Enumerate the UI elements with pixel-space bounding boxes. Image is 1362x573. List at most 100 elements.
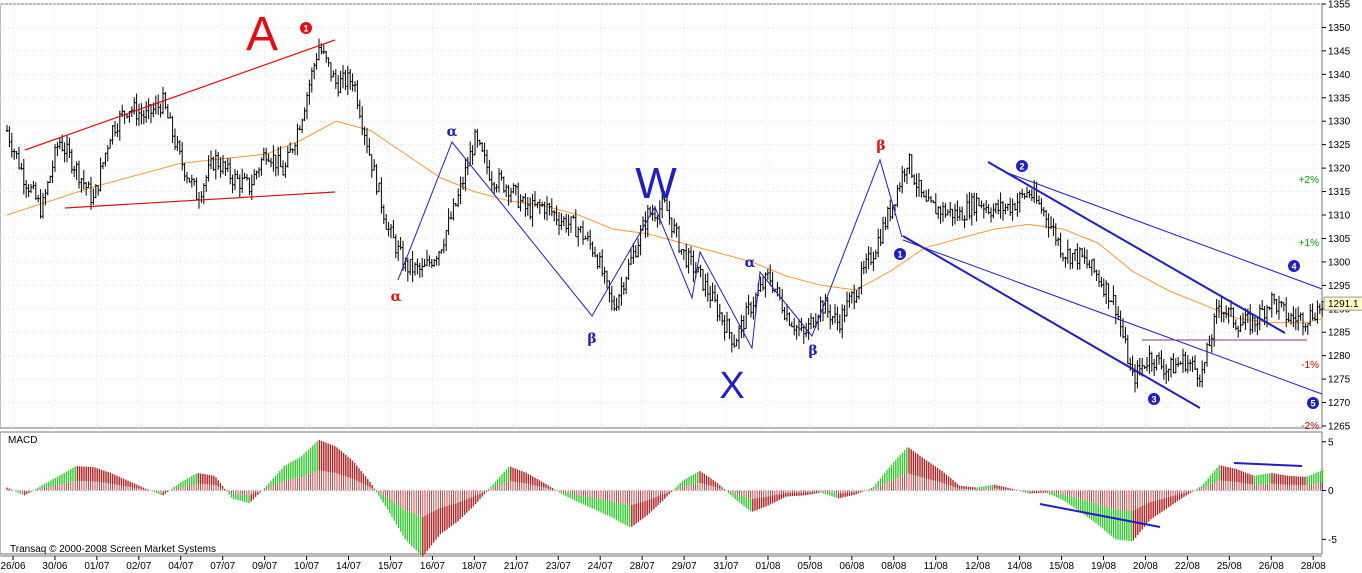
- price-tick-label: 1310: [1328, 211, 1351, 222]
- price-tick-label: 1325: [1328, 140, 1351, 151]
- date-tick-label: 16/07: [420, 561, 445, 572]
- price-tick-label: 1350: [1328, 23, 1351, 34]
- date-tick-label: 23/07: [546, 561, 571, 572]
- date-tick-label: 08/08: [881, 561, 906, 572]
- date-x-axis: 26/06 30/06 01/07 02/07 04/07 07/07 09/07 10/07…: [0, 555, 1326, 572]
- copyright-text: Transaq © 2000-2008 Screen Market System…: [10, 544, 216, 555]
- price-tick-label: 1275: [1328, 375, 1351, 386]
- price-tick-label: 1320: [1328, 164, 1351, 175]
- macd-y-axis: 5 0 -5: [1322, 437, 1337, 546]
- percent-level-label: +2%: [1299, 175, 1319, 186]
- wave-big-letter: X: [719, 365, 744, 407]
- date-tick-label: 01/08: [755, 561, 780, 572]
- date-tick-label: 15/08: [1049, 561, 1074, 572]
- macd-divergence-lines: [1039, 462, 1303, 528]
- trend-lines-layer: [24, 39, 1323, 409]
- wave-big-letter: W: [635, 159, 677, 208]
- date-tick-label: 09/07: [252, 561, 277, 572]
- price-tick-label: 1315: [1328, 187, 1351, 198]
- date-tick-label: 10/07: [294, 561, 319, 572]
- wave-count-circle: [1307, 397, 1319, 409]
- lower-trend-line: [64, 191, 336, 209]
- price-tick-label: 1305: [1328, 234, 1351, 245]
- date-tick-label: 28/08: [1301, 561, 1326, 572]
- date-tick-label: 11/08: [924, 561, 949, 572]
- wave-annotations: A W Xα α β α β β 1 1 2 3 4 5: [246, 8, 1319, 409]
- moving-average-line: [6, 120, 1324, 324]
- price-tick-label: 1335: [1328, 93, 1351, 104]
- date-tick-label: 04/07: [168, 561, 193, 572]
- wave-greek-letter: α: [745, 255, 756, 271]
- price-grid: [0, 3, 1322, 554]
- date-tick-label: 14/08: [1007, 561, 1032, 572]
- date-tick-label: 29/07: [672, 561, 697, 572]
- price-tick-label: 1340: [1328, 70, 1351, 81]
- macd-tick-label: 0: [1328, 486, 1334, 497]
- date-tick-label: 02/07: [126, 561, 151, 572]
- price-tick-label: 1285: [1328, 328, 1351, 339]
- channel-lower-bold: [902, 235, 1201, 409]
- date-tick-label: 15/07: [378, 561, 403, 572]
- last-price-label: 1291.1: [1328, 299, 1359, 310]
- price-bars-layer: [5, 38, 1324, 393]
- date-tick-label: 21/07: [504, 561, 529, 572]
- wave-count-circle: [1288, 260, 1300, 272]
- channel-upper-thin: [1004, 171, 1323, 290]
- price-tick-label: 1265: [1328, 422, 1351, 433]
- last-price-tag: 1291.1: [1323, 296, 1362, 311]
- wave-greek-letter: α: [391, 289, 402, 305]
- wave-count-number: 1: [303, 24, 308, 34]
- percent-level-label: -2%: [1301, 421, 1319, 432]
- date-tick-label: 20/08: [1133, 561, 1158, 572]
- macd-title: MACD: [8, 435, 37, 446]
- date-tick-label: 28/07: [630, 561, 655, 572]
- wave-count-circle: [1016, 160, 1028, 172]
- date-tick-label: 07/07: [210, 561, 235, 572]
- wave-count-number: 2: [1019, 162, 1024, 172]
- date-tick-label: 31/07: [714, 561, 739, 572]
- channel-upper-bold: [987, 161, 1286, 334]
- date-tick-label: 18/07: [462, 561, 487, 572]
- channel-lower-thin: [902, 239, 1323, 395]
- wave-count-circle: [1148, 393, 1160, 405]
- wave-greek-letter: β: [587, 331, 596, 347]
- price-tick-label: 1270: [1328, 398, 1351, 409]
- wave-count-circle: [300, 22, 312, 34]
- percent-level-label: -1%: [1301, 360, 1319, 371]
- wave-greek-letter: β: [808, 343, 817, 359]
- date-tick-label: 22/08: [1175, 561, 1200, 572]
- upper-trend-line: [24, 39, 336, 151]
- macd-histogram: [6, 440, 1324, 557]
- date-tick-label: 26/06: [0, 561, 25, 572]
- price-tick-label: 1280: [1328, 351, 1351, 362]
- date-tick-label: 24/07: [588, 561, 613, 572]
- wave-path: [397, 141, 903, 350]
- price-y-axis: 1355 1350 1345 1340 1335 1330 1325 1320 1315 1310…: [1322, 0, 1351, 433]
- price-tick-label: 1330: [1328, 117, 1351, 128]
- date-tick-label: 30/06: [42, 561, 67, 572]
- date-tick-label: 06/08: [839, 561, 864, 572]
- date-tick-label: 19/08: [1091, 561, 1116, 572]
- date-tick-label: 26/08: [1259, 561, 1284, 572]
- date-tick-label: 25/08: [1217, 561, 1242, 572]
- price-tick-label: 1300: [1328, 257, 1351, 268]
- wave-count-circle: [894, 248, 906, 260]
- wave-count-number: 4: [1291, 262, 1296, 272]
- date-tick-label: 12/08: [965, 561, 990, 572]
- macd-tick-label: -5: [1328, 535, 1337, 546]
- percent-levels: +2% +1% -1% -2%: [1299, 175, 1324, 432]
- date-tick-label: 01/07: [84, 561, 109, 572]
- price-tick-label: 1345: [1328, 46, 1351, 57]
- wave-greek-letter: β: [876, 138, 885, 154]
- wave-count-number: 3: [1151, 395, 1156, 405]
- date-tick-label: 14/07: [336, 561, 361, 572]
- macd-panel: MACD 5 0 -5 Transaq © 2000-2008 Screen Mar…: [0, 431, 1337, 557]
- price-tick-label: 1295: [1328, 281, 1351, 292]
- macd-plot-area: [0, 431, 1323, 555]
- price-tick-label: 1355: [1328, 0, 1351, 11]
- last-price-box: [1323, 296, 1362, 311]
- date-tick-label: 05/08: [797, 561, 822, 572]
- macd-divergence-line-low: [1039, 503, 1161, 528]
- moving-average-layer: [6, 120, 1324, 324]
